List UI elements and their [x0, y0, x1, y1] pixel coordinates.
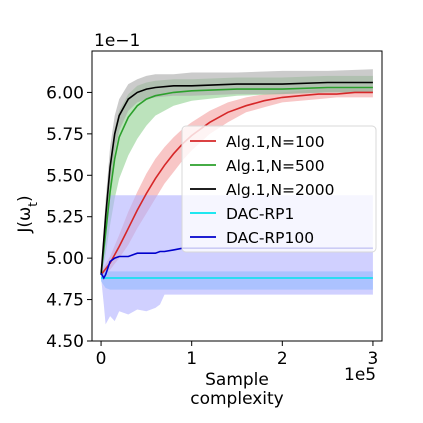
- x-tick-label: 2: [277, 349, 288, 369]
- x-tick-label: 0: [96, 349, 107, 369]
- x-axis-offset-label: 1e5: [344, 365, 376, 385]
- y-tick-label: 4.50: [46, 332, 84, 352]
- line-alg-1-n-2000: [100, 81, 373, 275]
- y-tick-label: 4.75: [46, 291, 84, 311]
- legend-label-alg-1-n-500: Alg.1,N=500: [226, 157, 325, 175]
- band-alg-1-n-100: [101, 89, 373, 278]
- legend-box: [181, 125, 377, 253]
- y-axis-offset-label: 1e−1: [94, 31, 140, 51]
- legend-label-dac-rp100: DAC-RP100: [226, 229, 314, 247]
- x-tick-label: 3: [368, 349, 379, 369]
- legend-label-alg-1-n-2000: Alg.1,N=2000: [226, 181, 335, 199]
- y-tick-label: 5.00: [46, 249, 84, 269]
- y-tick-label: 5.25: [46, 208, 84, 228]
- legend-label-dac-rp1: DAC-RP1: [226, 205, 294, 223]
- y-axis-ticks: 4.50 4.75 5.00 5.25 5.50 5.75 6.00: [46, 83, 92, 352]
- y-tick-label: 6.00: [46, 83, 84, 103]
- y-axis-label: J(ωt): [15, 195, 40, 233]
- plot-frame: [91, 50, 383, 342]
- y-tick-label: 5.75: [46, 125, 84, 145]
- x-axis-ticks: 0 1 2 3: [96, 341, 379, 369]
- x-axis-label: Sample complexity: [190, 370, 284, 409]
- band-alg-1-n-2000: [101, 69, 373, 278]
- legend-label-alg-1-n-100: Alg.1,N=100: [226, 133, 325, 151]
- y-tick-label: 5.50: [46, 166, 84, 186]
- line-alg-1-n-500: [100, 86, 373, 275]
- legend: Alg.1,N=100 Alg.1,N=500 Alg.1,N=2000 DAC-RP…: [181, 125, 377, 253]
- x-tick-label: 1: [186, 349, 197, 369]
